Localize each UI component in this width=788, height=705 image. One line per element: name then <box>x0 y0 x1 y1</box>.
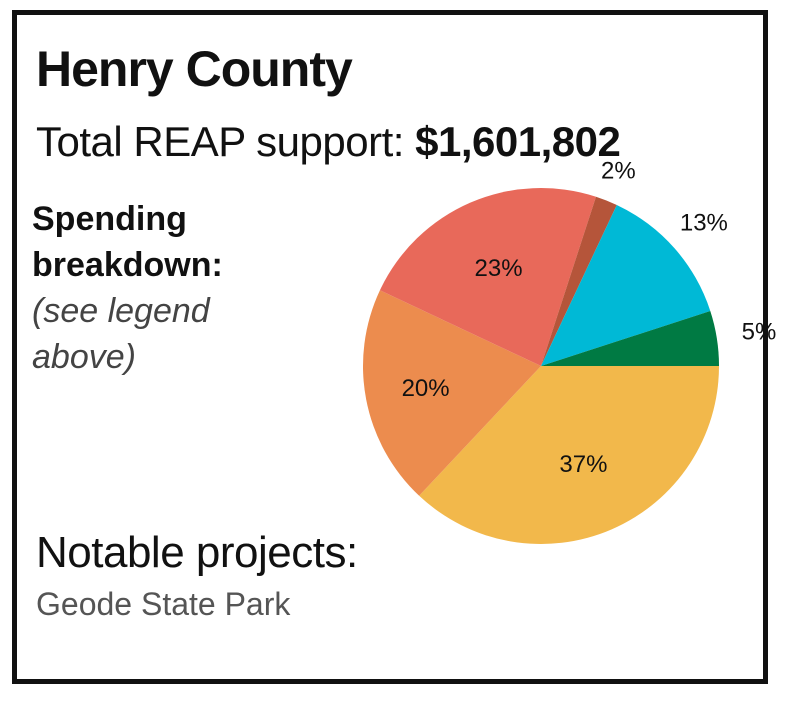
pie-slice-label: 13% <box>680 209 728 236</box>
pie-slice-label: 2% <box>601 158 636 185</box>
pie-slice <box>541 310 719 366</box>
breakdown-note-line2: above) <box>32 338 136 376</box>
pie-slice-label: 23% <box>475 255 523 282</box>
spending-breakdown: Spending breakdown: (see legend above) <box>32 196 272 380</box>
breakdown-label-line2: breakdown: <box>32 246 223 284</box>
projects-label: Notable projects: <box>36 528 358 577</box>
pie-slice <box>541 204 711 366</box>
pie-slice-label: 37% <box>559 451 607 478</box>
breakdown-label-line1: Spending <box>32 200 187 238</box>
notable-projects: Notable projects: Geode State Park <box>36 528 358 623</box>
pie-slice <box>419 366 719 544</box>
support-amount: $1,601,802 <box>415 118 621 165</box>
pie-slice-label: 20% <box>402 375 450 402</box>
pie-slice-label: 5% <box>742 318 777 345</box>
pie-slice <box>541 196 617 366</box>
support-label: Total REAP support: <box>36 118 404 165</box>
breakdown-note-line1: (see legend <box>32 292 210 330</box>
county-title: Henry County <box>36 41 353 97</box>
pie-slice <box>379 188 597 366</box>
support-line: Total REAP support: $1,601,802 <box>36 118 621 166</box>
pie-slice <box>363 290 541 496</box>
project-name: Geode State Park <box>36 586 291 622</box>
